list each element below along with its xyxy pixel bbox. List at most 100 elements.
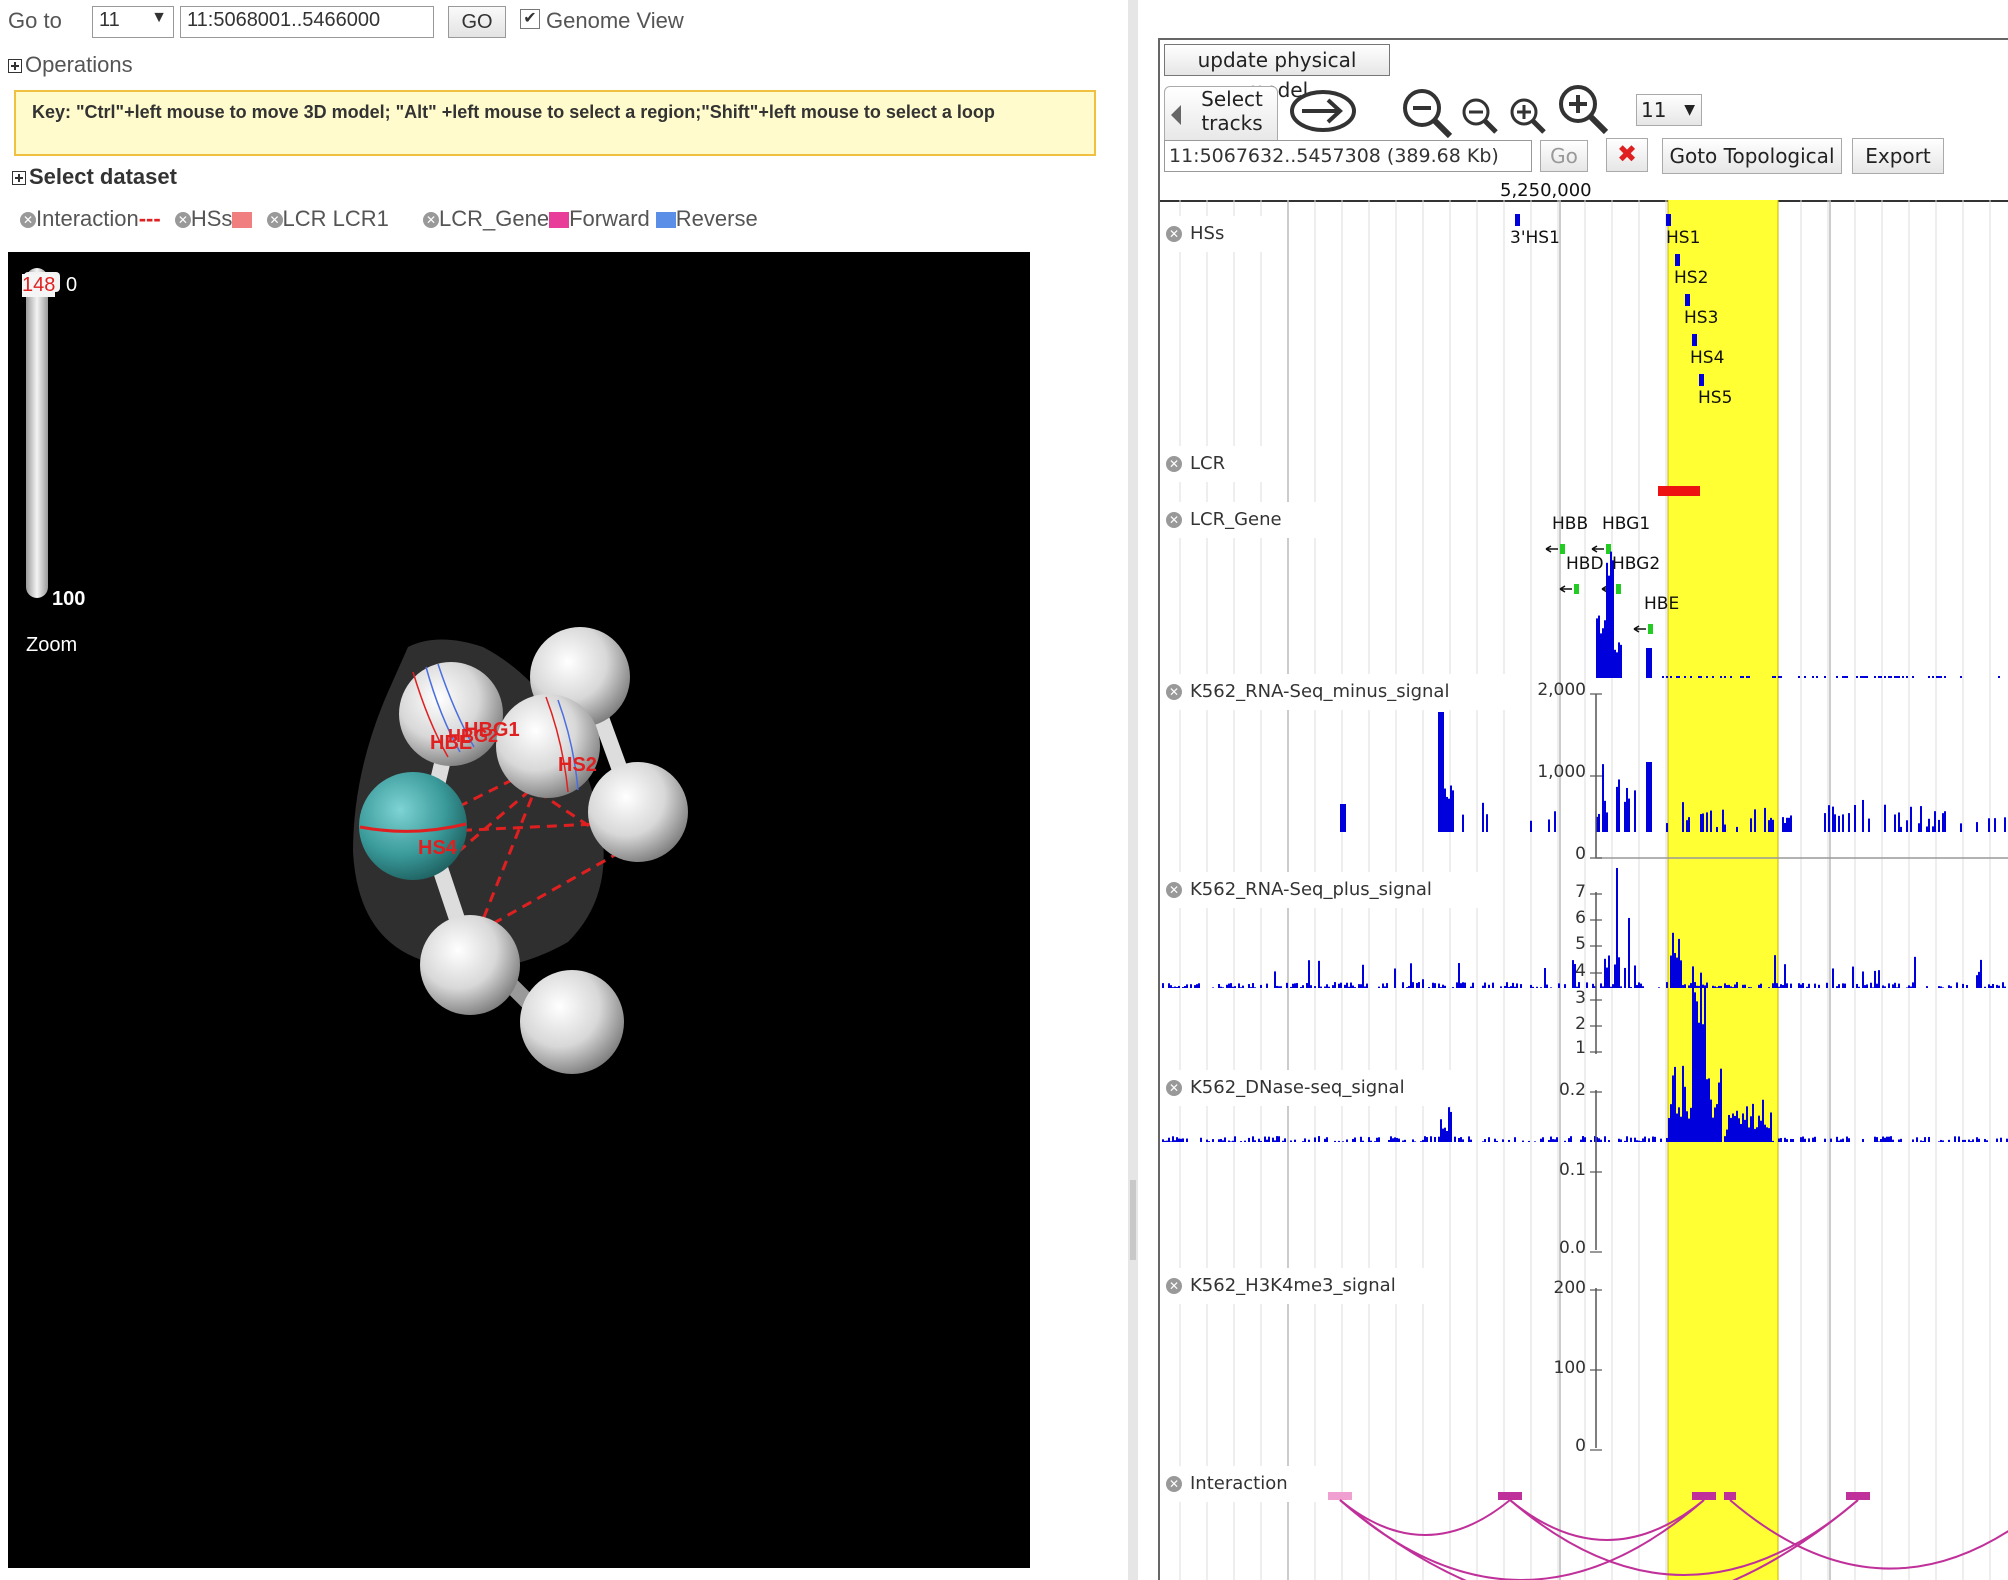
- axis-label: 0.0: [1558, 1238, 1586, 1258]
- gene-label-hbg1: HBG1: [1602, 514, 1651, 534]
- bead-sphere: [420, 915, 520, 1015]
- remove-track-icon[interactable]: ✕: [1166, 882, 1182, 898]
- clear-highlight-icon[interactable]: ✖: [1606, 138, 1648, 172]
- track-label-lcr-gene: ✕ LCR_Gene: [1166, 502, 1340, 538]
- highlighted-region[interactable]: [1668, 200, 1778, 1580]
- gene-label-hbe: HBE: [1644, 594, 1680, 614]
- remove-icon[interactable]: ✕: [20, 212, 36, 229]
- signal-axes: [1595, 694, 2008, 1448]
- goto-topological-button[interactable]: Goto Topological: [1662, 138, 1842, 174]
- update-physical-model-button[interactable]: update physical model: [1164, 44, 1390, 102]
- axis-label: 0.2: [1558, 1080, 1586, 1100]
- pan-arrow-icon[interactable]: [1288, 88, 1358, 134]
- 3d-model-viewer[interactable]: HBE HBG1 HBG2 HS2 HS4 148 0 100 Zoom: [8, 252, 1030, 1568]
- browser-go-button[interactable]: Go: [1540, 140, 1588, 172]
- range-input[interactable]: 11:5068001..5466000: [180, 6, 434, 38]
- axis-label: 200: [1553, 1278, 1586, 1298]
- remove-track-icon[interactable]: ✕: [1166, 1278, 1182, 1294]
- chromosome-value: 11: [99, 9, 120, 31]
- feature-label-hs5: HS5: [1698, 388, 1733, 408]
- axis-ticks: [1590, 693, 1602, 1451]
- remove-track-icon[interactable]: ✕: [1166, 226, 1182, 242]
- feature-label-hs3: HS3: [1684, 308, 1719, 328]
- track-label-hss: ✕ HSs: [1166, 216, 1276, 252]
- remove-icon[interactable]: ✕: [266, 212, 283, 229]
- interaction-anchor: [1498, 1492, 1522, 1500]
- zoom-in-large-icon[interactable]: [1556, 82, 1612, 138]
- 3d-model-canvas[interactable]: HBE HBG1 HBG2 HS2 HS4: [8, 252, 1030, 1568]
- select-tracks-button[interactable]: Select tracks: [1164, 86, 1278, 146]
- lcr-feature: [1658, 486, 1700, 496]
- interaction-anchor: [1724, 1492, 1736, 1500]
- dataset-legend: ✕ Interaction--- ✕ HSs ✕ LCR LCR1 ✕ LCR_Gene…: [20, 206, 758, 232]
- track-label-lcr: ✕ LCR: [1166, 446, 1276, 482]
- panel-splitter[interactable]: [1128, 0, 1138, 1580]
- dropdown-arrow-icon: ▼: [1684, 102, 1695, 118]
- h3k4me3-signal: [1162, 966, 2008, 1142]
- feature-label-hs1: HS1: [1666, 228, 1701, 248]
- model-label-hbg2: HBG2: [448, 726, 498, 746]
- operations-toggle[interactable]: Operations: [8, 52, 133, 78]
- genome-view-checkbox[interactable]: ✔: [520, 9, 540, 29]
- location-input[interactable]: 11:5067632..5457308 (389.68 Kb): [1164, 140, 1532, 172]
- model-label-hs4: HS4: [418, 837, 458, 859]
- remove-track-icon[interactable]: ✕: [1166, 1476, 1182, 1492]
- hs-feature-marks: [1515, 214, 1704, 386]
- axis-label: 0: [1575, 1436, 1586, 1456]
- forward-swatch: [549, 212, 570, 229]
- expand-icon: [12, 171, 26, 186]
- feature-label-3hs1: 3'HS1: [1510, 228, 1560, 248]
- model-label-hs2: HS2: [558, 754, 597, 776]
- axis-label: 7: [1575, 882, 1586, 902]
- track-label-interaction: ✕ Interaction: [1166, 1466, 1316, 1502]
- feature-label-hs2: HS2: [1674, 268, 1709, 288]
- model-label-hbe: HBE: [430, 732, 472, 754]
- gene-features: [1545, 544, 1653, 634]
- location-value: 11:5067632..5457308 (389.68 Kb): [1169, 145, 1499, 167]
- go-button[interactable]: GO: [448, 6, 506, 38]
- goto-label: Go to: [8, 8, 62, 33]
- reverse-swatch: [655, 212, 676, 229]
- dnase-signal: [1162, 868, 2006, 988]
- axis-label: 1,000: [1537, 762, 1586, 782]
- zoom-in-small-icon[interactable]: [1508, 96, 1548, 136]
- export-button[interactable]: Export: [1852, 138, 1944, 174]
- bead-sphere: [520, 970, 624, 1074]
- remove-icon[interactable]: ✕: [174, 212, 191, 229]
- remove-track-icon[interactable]: ✕: [1166, 1080, 1182, 1096]
- axis-label: 5: [1575, 934, 1586, 954]
- gene-label-hbg2: HBG2: [1612, 554, 1661, 574]
- dashed-line-icon: ---: [138, 206, 161, 231]
- remove-track-icon[interactable]: ✕: [1166, 456, 1182, 472]
- track-label-dnase: ✕ K562_DNase-seq_signal: [1166, 1070, 1452, 1106]
- interaction-anchor: [1328, 1492, 1352, 1500]
- operations-label: Operations: [25, 52, 133, 77]
- track-label-h3k4me3: ✕ K562_H3K4me3_signal: [1166, 1268, 1446, 1304]
- axis-label: 2,000: [1537, 680, 1586, 700]
- remove-icon[interactable]: ✕: [423, 212, 440, 229]
- zoom-out-large-icon[interactable]: [1400, 86, 1456, 142]
- bead-sphere-highlighted: [359, 772, 467, 880]
- browser-chromosome-select[interactable]: 11 ▼: [1636, 94, 1702, 126]
- select-dataset-toggle[interactable]: Select dataset: [12, 164, 177, 190]
- axis-label: 100: [1553, 1358, 1586, 1378]
- chromosome-select[interactable]: 11 ▼: [92, 6, 174, 38]
- feature-label-hs4: HS4: [1690, 348, 1725, 368]
- axis-label: 0.1: [1558, 1160, 1586, 1180]
- ruler[interactable]: 5,250,000: [1160, 180, 2008, 202]
- zoom-slider-track[interactable]: [26, 268, 48, 598]
- key-instructions: Key: "Ctrl"+left mouse to move 3D model;…: [14, 90, 1096, 156]
- legend-forward: Forward: [569, 206, 650, 231]
- tracks-canvas[interactable]: [1160, 200, 2008, 1580]
- zoom-out-small-icon[interactable]: [1460, 96, 1500, 136]
- browser-chromosome-value: 11: [1641, 98, 1667, 122]
- gene-label-hbb: HBB: [1552, 514, 1589, 534]
- genome-browser: update physical model Select tracks 11 ▼: [1158, 38, 2008, 1580]
- remove-track-icon[interactable]: ✕: [1166, 512, 1182, 528]
- range-value: 11:5068001..5466000: [187, 9, 381, 31]
- gene-label-hbd: HBD: [1566, 554, 1604, 574]
- legend-lcr-gene: LCR_Gene: [439, 206, 550, 231]
- hss-swatch: [232, 212, 253, 229]
- remove-track-icon[interactable]: ✕: [1166, 684, 1182, 700]
- track-label-rna-plus: ✕ K562_RNA-Seq_plus_signal: [1166, 872, 1496, 908]
